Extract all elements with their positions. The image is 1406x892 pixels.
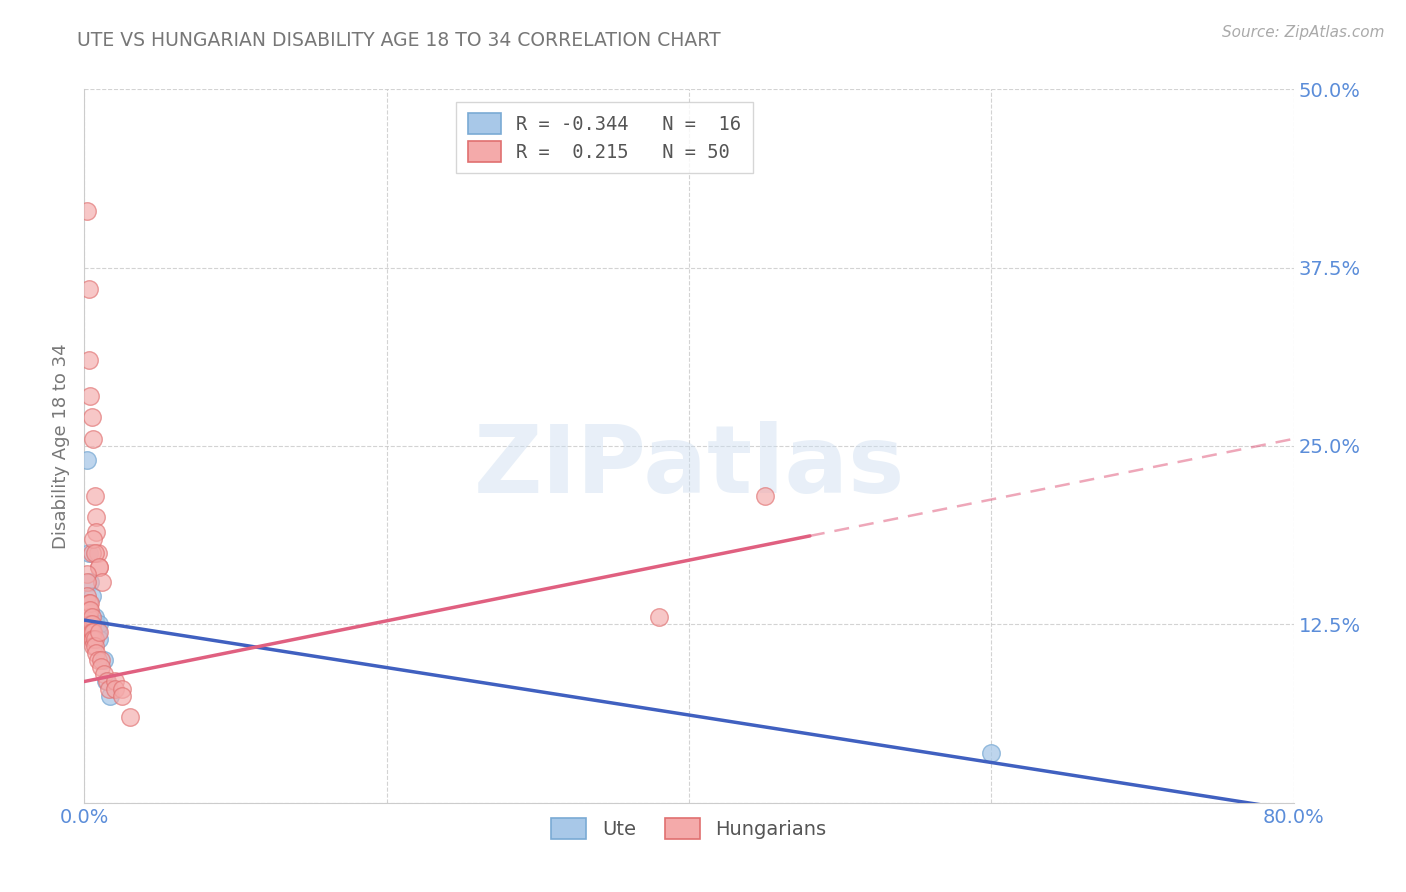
Point [84, 639, 107, 653]
Point [89, 632, 111, 646]
Point [76, 589, 98, 603]
Point [82, 624, 104, 639]
Point [118, 710, 141, 724]
Point [82, 617, 104, 632]
Point [111, 681, 134, 696]
Point [80, 410, 103, 425]
Point [89, 617, 111, 632]
Point [79, 603, 101, 617]
Point [79, 617, 101, 632]
Point [77, 546, 100, 560]
Legend: Ute, Hungarians: Ute, Hungarians [544, 810, 834, 847]
Point [89, 560, 111, 574]
Point [76, 203, 98, 218]
Point [82, 632, 104, 646]
Point [80, 632, 103, 646]
Point [76, 574, 98, 589]
Point [77, 603, 100, 617]
Point [77, 596, 100, 610]
Point [79, 389, 101, 403]
Point [79, 574, 101, 589]
Point [79, 596, 101, 610]
Text: Source: ZipAtlas.com: Source: ZipAtlas.com [1222, 25, 1385, 40]
Point [84, 617, 107, 632]
Point [87, 653, 110, 667]
Point [84, 489, 107, 503]
Point [84, 610, 107, 624]
Point [754, 489, 776, 503]
Point [77, 610, 100, 624]
Point [80, 610, 103, 624]
Point [104, 681, 127, 696]
Point [86, 510, 108, 524]
Point [80, 617, 103, 632]
Point [82, 532, 104, 546]
Point [648, 610, 671, 624]
Y-axis label: Disability Age 18 to 34: Disability Age 18 to 34 [52, 343, 70, 549]
Point [76, 453, 98, 467]
Point [80, 546, 103, 560]
Point [89, 560, 111, 574]
Point [87, 546, 110, 560]
Point [94, 674, 117, 689]
Point [97, 681, 120, 696]
Point [96, 674, 118, 689]
Point [84, 546, 107, 560]
Point [77, 353, 100, 368]
Point [80, 610, 103, 624]
Point [82, 639, 104, 653]
Point [86, 617, 108, 632]
Point [80, 624, 103, 639]
Point [980, 746, 1002, 760]
Point [111, 689, 134, 703]
Point [79, 624, 101, 639]
Point [86, 646, 108, 660]
Point [84, 632, 107, 646]
Text: ZIPatlas: ZIPatlas [474, 421, 904, 514]
Point [91, 574, 114, 589]
Point [90, 660, 112, 674]
Point [104, 674, 127, 689]
Point [77, 282, 100, 296]
Point [90, 653, 112, 667]
Point [86, 524, 108, 539]
Point [89, 624, 111, 639]
Point [93, 653, 115, 667]
Point [98, 689, 121, 703]
Point [80, 589, 103, 603]
Point [76, 567, 98, 582]
Point [87, 624, 110, 639]
Text: UTE VS HUNGARIAN DISABILITY AGE 18 TO 34 CORRELATION CHART: UTE VS HUNGARIAN DISABILITY AGE 18 TO 34… [77, 31, 721, 50]
Point [93, 667, 115, 681]
Point [82, 432, 104, 446]
